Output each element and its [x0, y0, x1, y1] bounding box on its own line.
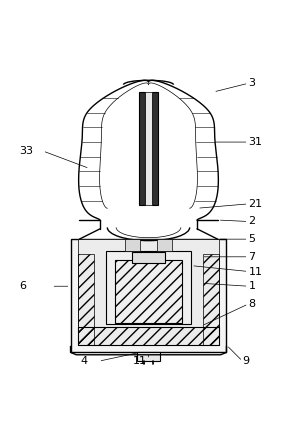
Text: 33: 33 [19, 146, 33, 156]
Text: 8: 8 [249, 299, 256, 309]
Bar [145, 92, 152, 205]
Bar [78, 327, 219, 345]
Bar [125, 239, 140, 251]
Bar [137, 353, 160, 361]
Bar [106, 251, 191, 324]
Bar [139, 92, 145, 205]
Bar [152, 92, 158, 205]
Text: 2: 2 [249, 217, 256, 226]
Text: 1: 1 [249, 281, 255, 291]
Bar [78, 254, 94, 345]
Text: 3: 3 [249, 78, 255, 88]
Bar [132, 253, 165, 263]
Text: 11: 11 [249, 267, 263, 276]
Bar [203, 254, 219, 345]
Bar [78, 239, 219, 345]
Text: 6: 6 [19, 281, 26, 291]
Text: 7: 7 [249, 252, 256, 262]
Bar [115, 260, 182, 323]
Text: 31: 31 [249, 137, 263, 147]
Text: 4: 4 [80, 356, 87, 366]
Bar [70, 239, 227, 353]
Text: 5: 5 [249, 234, 255, 244]
Text: 21: 21 [249, 199, 263, 209]
Text: 11: 11 [133, 356, 147, 366]
Text: 9: 9 [243, 356, 250, 366]
Bar [157, 239, 172, 251]
